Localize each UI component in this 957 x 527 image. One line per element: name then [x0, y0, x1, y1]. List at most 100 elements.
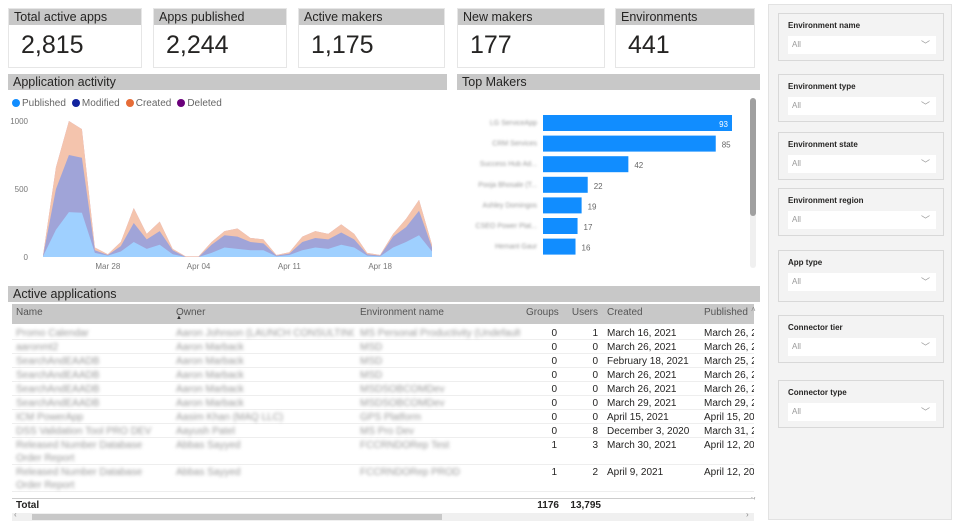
table-row[interactable]: ICM PowerApp Aasim Khan (MAQ LLC) GPS Plat…	[12, 410, 754, 424]
table-cell: 2	[592, 467, 598, 478]
chevron-down-icon: ﹀	[920, 159, 930, 169]
filter-dropdown[interactable]: All ﹀	[788, 273, 936, 291]
bar-category-label: LG ServiceApp	[490, 120, 537, 127]
legend-label: Modified	[81, 98, 120, 109]
filter-dropdown[interactable]: All ﹀	[788, 211, 936, 229]
area-created[interactable]	[43, 121, 432, 257]
table-row[interactable]: SearchAndEAADB Aaron Marback MSD 0 0 February…	[12, 354, 754, 368]
chevron-down-icon: ﹀	[920, 101, 930, 111]
activity-legend: Published Modified Created Deleted	[12, 98, 222, 109]
legend-label: Published	[22, 98, 66, 109]
scroll-left-icon[interactable]: ‹	[14, 510, 17, 519]
table-cell: 0	[551, 398, 557, 409]
area-modified[interactable]	[43, 155, 432, 257]
makers-scroll-thumb[interactable]	[750, 98, 756, 216]
legend-item[interactable]: Published	[12, 98, 66, 109]
table-cell: Aaron Johnson (LAUNCH CONSULTING)	[176, 328, 354, 339]
filter-value: All	[792, 277, 801, 286]
filter-value: All	[792, 215, 801, 224]
kpi-label: Apps published	[154, 9, 286, 25]
area-published[interactable]	[43, 212, 432, 257]
filter-slicer: Connector tier All ﹀	[778, 315, 944, 363]
table-cell: Aaron Marback	[176, 342, 244, 353]
legend-item[interactable]: Created	[125, 98, 171, 109]
table-row[interactable]: SearchAndEAADB Aaron Marback MSDSOBCOMDev 0…	[12, 382, 754, 396]
kpi-card: New makers 177	[457, 8, 605, 68]
bar[interactable]	[543, 176, 588, 193]
table-cell: aaronmt2	[16, 342, 59, 353]
legend-item[interactable]: Modified	[71, 98, 120, 109]
scroll-up-icon[interactable]: ˄	[751, 305, 756, 314]
table-cell: 0	[592, 356, 598, 367]
table-cell: MSDSOBCOMDev	[360, 384, 445, 395]
scroll-right-icon[interactable]: ›	[746, 510, 749, 519]
table-cell: MSD	[360, 356, 383, 367]
bar[interactable]	[543, 135, 716, 152]
table-row[interactable]: SearchAndEAADB Aaron Marback MSDSOBCOMDev 0…	[12, 396, 754, 410]
filter-label: Connector type	[788, 388, 847, 397]
table-cell: 1	[551, 440, 557, 451]
table-row[interactable]: Released Number Database Order Report Abb…	[12, 438, 754, 465]
column-header[interactable]: Published	[704, 307, 748, 318]
filter-dropdown[interactable]: All ﹀	[788, 338, 936, 356]
table-row[interactable]: SearchAndEAADB Aaron Marback MSD 0 0 March 26…	[12, 368, 754, 382]
filter-value: All	[792, 159, 801, 168]
chevron-down-icon: ﹀	[920, 342, 930, 352]
bar[interactable]	[543, 218, 578, 234]
table-row[interactable]: Released Number Database Order Report Abb…	[12, 465, 754, 492]
kpi-value: 2,815	[21, 31, 84, 59]
filter-label: Environment type	[788, 82, 856, 91]
table-cell: ICM PowerApp	[16, 412, 84, 423]
legend-dot-icon	[12, 99, 20, 107]
kpi-label: Total active apps	[9, 9, 141, 25]
legend-item[interactable]: Deleted	[177, 98, 222, 109]
bar-value-label: 19	[588, 202, 597, 211]
horizontal-scrollbar[interactable]: ‹ ›	[12, 510, 754, 521]
filter-value: All	[792, 101, 801, 110]
filter-dropdown[interactable]: All ﹀	[788, 36, 936, 54]
column-header[interactable]: Owner	[176, 307, 206, 318]
column-header[interactable]: Name	[16, 307, 43, 318]
column-header[interactable]: Environment name	[360, 307, 444, 318]
table-header: Active applications	[8, 286, 760, 302]
filter-label: Environment state	[788, 140, 858, 149]
table-cell: DSS Validation Tool PRO DEV	[16, 426, 152, 437]
table-row[interactable]: DSS Validation Tool PRO DEV Aayush Patel M…	[12, 424, 754, 438]
column-header[interactable]: Users	[571, 307, 598, 318]
applications-table: Name Owner Environment name Groups Users Crea…	[12, 304, 754, 498]
sort-ascending-icon[interactable]: ▲	[176, 315, 182, 321]
filter-dropdown[interactable]: All ﹀	[788, 155, 936, 173]
x-tick-label: Apr 18	[368, 262, 392, 271]
table-header-row: Name Owner Environment name Groups Users Crea…	[12, 304, 754, 324]
table-cell: MS Pro Dev	[360, 426, 414, 437]
bar[interactable]	[543, 115, 732, 131]
legend-dot-icon	[125, 99, 134, 107]
makers-scrollbar[interactable]	[750, 98, 756, 268]
table-cell: Aaron Marback	[176, 370, 244, 381]
table-cell: 0	[551, 370, 557, 381]
table-cell: 0	[592, 342, 598, 353]
table-row[interactable]: Promo Calendar Aaron Johnson (LAUNCH CONS…	[12, 326, 754, 340]
table-cell: SearchAndEAADB	[16, 370, 100, 381]
filter-dropdown[interactable]: All ﹀	[788, 97, 936, 115]
horizontal-scroll-thumb[interactable]	[32, 514, 442, 520]
column-header[interactable]: Groups	[526, 307, 559, 318]
x-tick-label: Apr 04	[187, 262, 211, 271]
filter-dropdown[interactable]: All ﹀	[788, 403, 936, 421]
table-cell: SearchAndEAADB	[16, 384, 100, 395]
bar-category-label: Hemant Gaur	[495, 244, 538, 251]
table-cell: March 26, 2	[704, 384, 754, 395]
bar-category-label: CRM Services	[492, 141, 537, 148]
x-tick-label: Mar 28	[95, 262, 120, 271]
bar[interactable]	[543, 238, 576, 255]
table-cell: GPS Platform	[360, 412, 422, 423]
bar[interactable]	[543, 197, 582, 214]
table-cell: 0	[592, 412, 598, 423]
table-cell: February 18, 2021	[607, 356, 689, 367]
bar[interactable]	[543, 156, 629, 173]
legend-dot-icon	[177, 99, 186, 107]
table-row[interactable]: aaronmt2 Aaron Marback MSD 0 0 March 26, 2021…	[12, 340, 754, 354]
column-header[interactable]: Created	[607, 307, 643, 318]
table-cell: 0	[592, 384, 598, 395]
filter-slicer: App type All ﹀	[778, 250, 944, 302]
